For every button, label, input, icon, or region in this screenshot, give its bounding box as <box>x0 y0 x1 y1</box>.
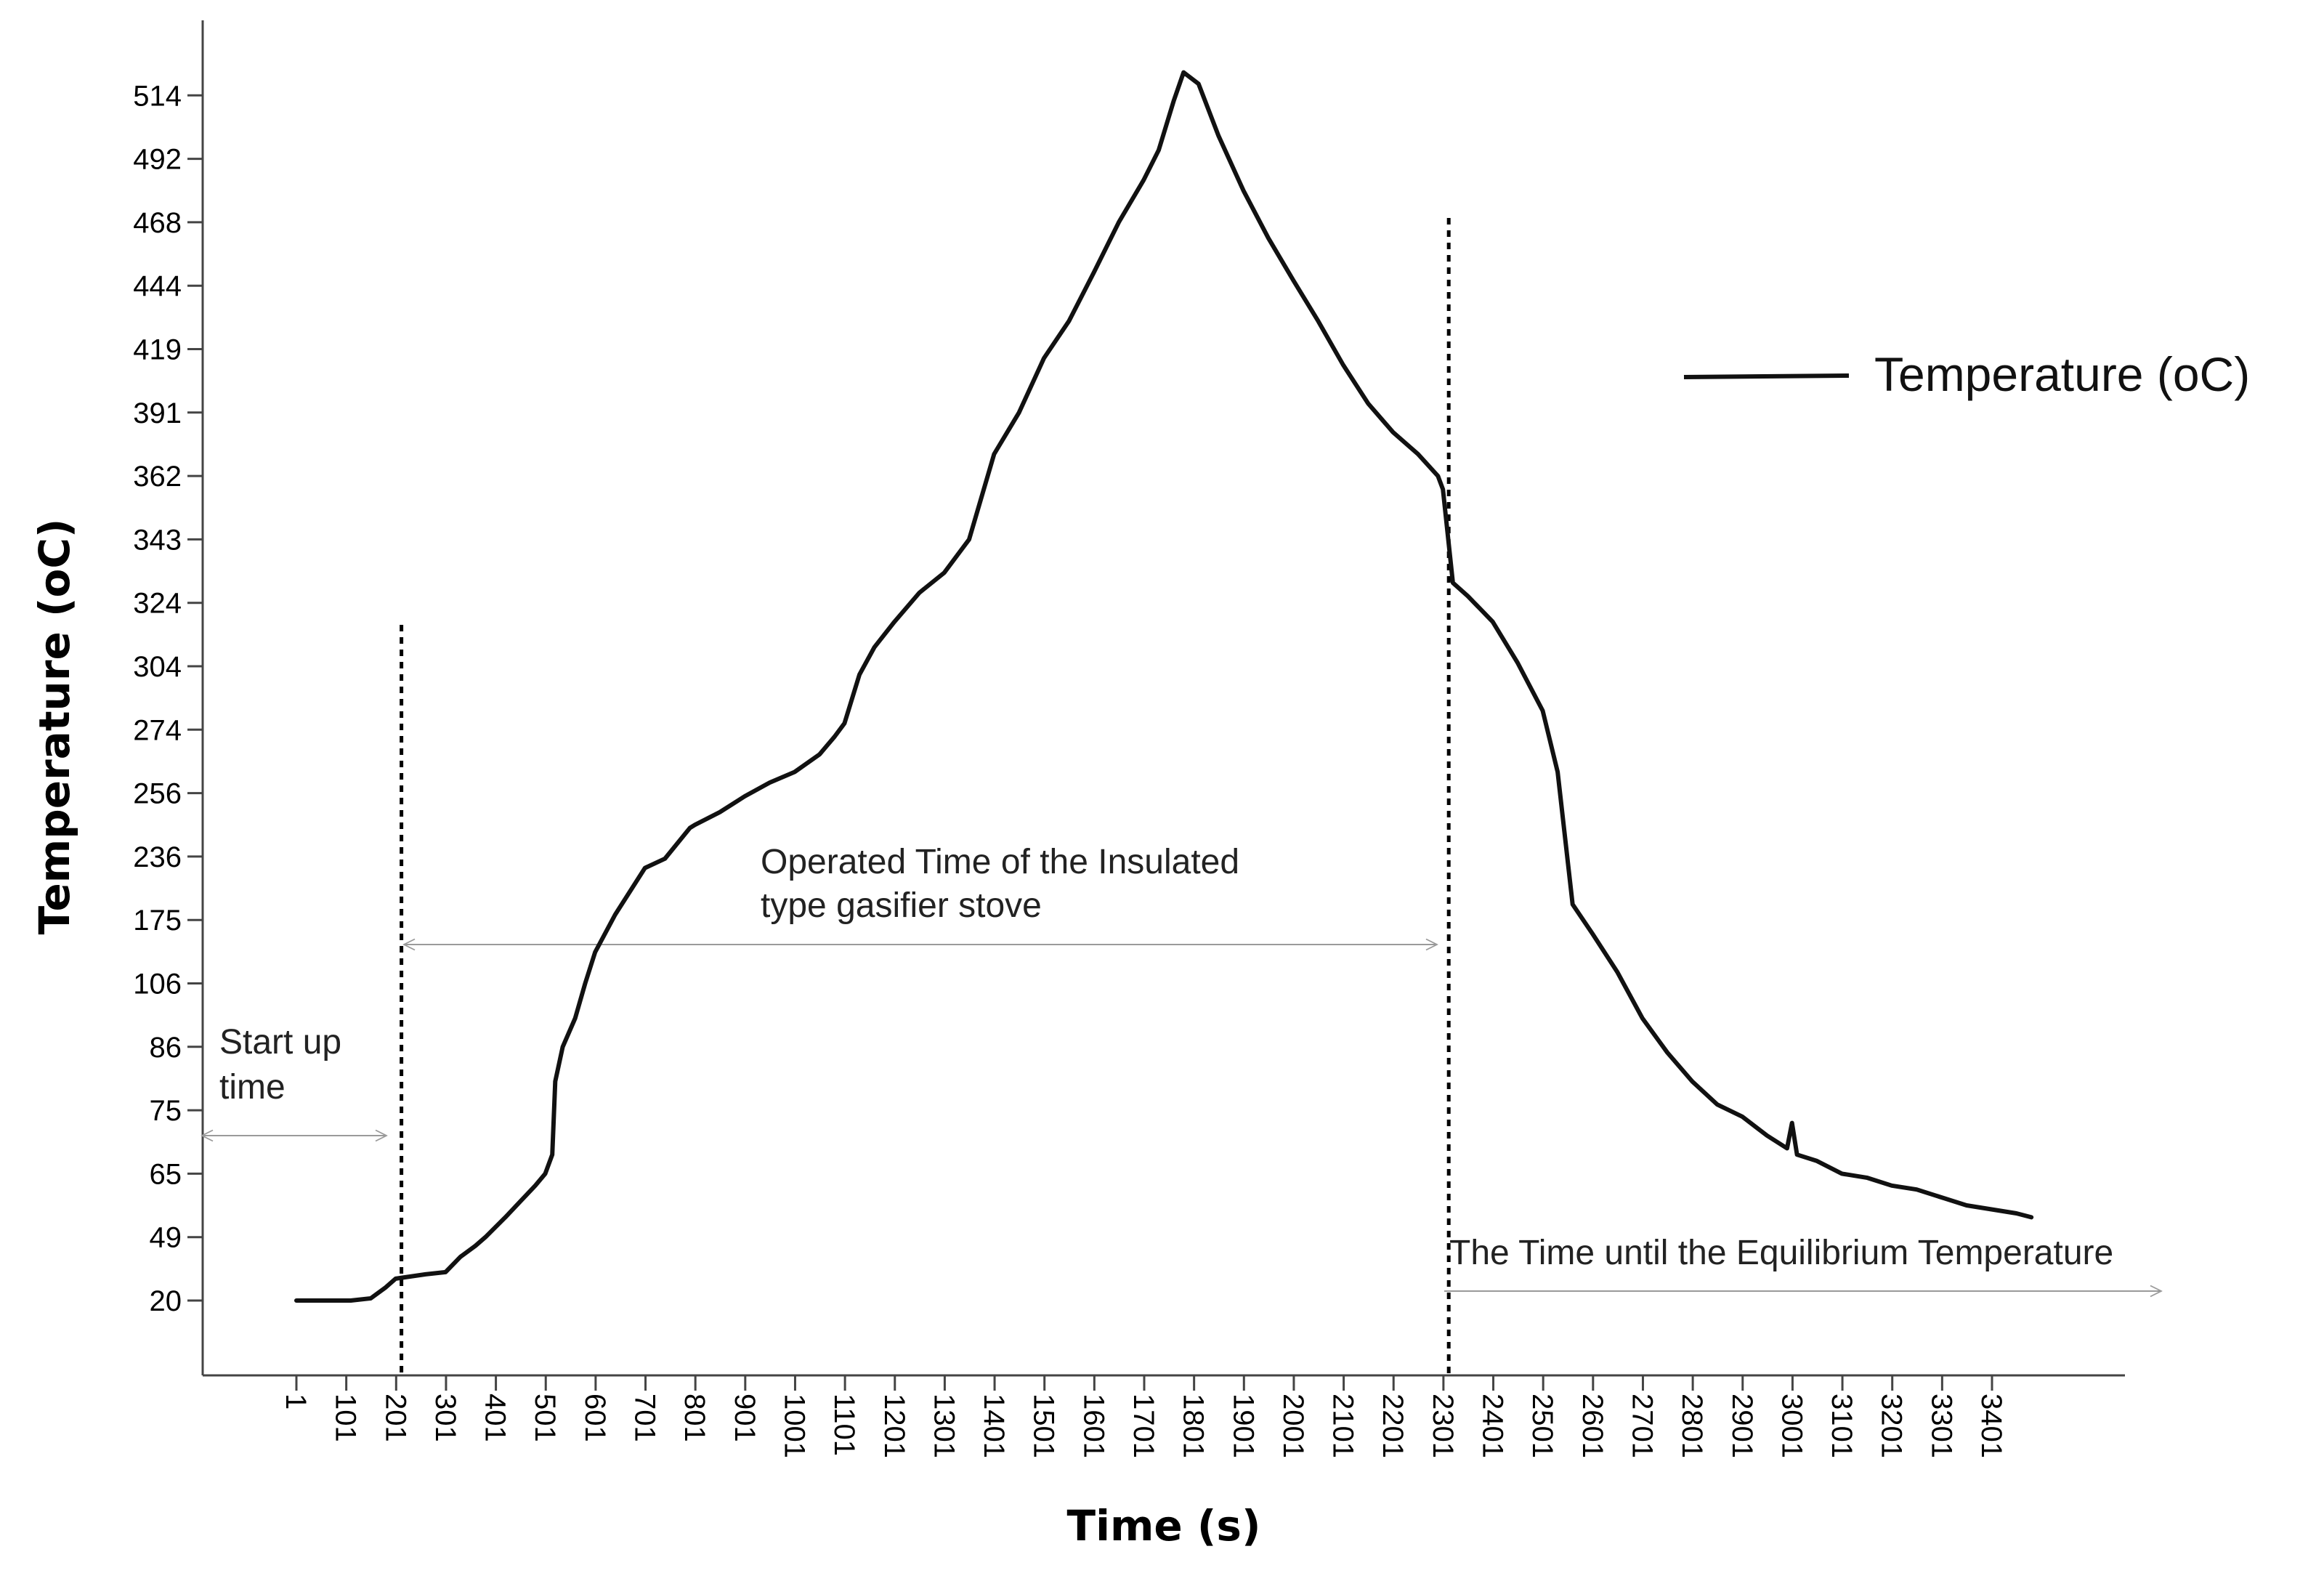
x-tick-label: 1801 <box>1178 1394 1210 1458</box>
x-tick-label: 1901 <box>1227 1394 1259 1458</box>
x-tick-label: 1001 <box>778 1394 810 1458</box>
x-axis-ticks: 1 101 201 301 401 501 601 701 801 901 1001 1101 1201… <box>280 1375 2007 1458</box>
temperature-series-line <box>294 70 2034 1303</box>
y-tick-label: 514 <box>133 80 182 112</box>
x-tick-label: 301 <box>429 1394 461 1442</box>
y-axis-ticks: 20 49 65 75 86 106 175 236 256 274 304 324 343 362 391… <box>133 80 203 1317</box>
x-tick-label: 1301 <box>928 1394 960 1458</box>
y-tick-label: 256 <box>133 778 182 810</box>
equilibrium-annotation: The Time until the Equilibrium Temperatu… <box>1449 1234 2113 1272</box>
x-tick-label: 101 <box>330 1394 362 1442</box>
x-tick-label: 1101 <box>828 1394 860 1456</box>
x-tick-label: 2701 <box>1626 1394 1658 1458</box>
x-tick-label: 3301 <box>1925 1394 1957 1458</box>
y-tick-label: 49 <box>150 1222 182 1254</box>
y-tick-label: 419 <box>133 334 182 366</box>
x-tick-label: 601 <box>579 1394 611 1442</box>
y-tick-label: 362 <box>133 461 182 493</box>
x-tick-label: 3101 <box>1826 1394 1858 1458</box>
y-tick-label: 236 <box>133 841 182 873</box>
x-tick-label: 3401 <box>1975 1394 2007 1458</box>
y-tick-label: 274 <box>133 714 182 746</box>
startup-annotation-line2: time <box>219 1068 286 1107</box>
y-tick-label: 106 <box>133 969 182 1000</box>
y-tick-label: 75 <box>150 1095 182 1127</box>
x-tick-label: 201 <box>379 1394 411 1442</box>
x-tick-label: 901 <box>729 1394 761 1442</box>
x-tick-label: 2301 <box>1427 1394 1459 1458</box>
legend-label: Temperature (oC) <box>1874 347 2250 401</box>
x-tick-label: 1201 <box>878 1394 910 1458</box>
y-tick-label: 343 <box>133 524 182 556</box>
x-axis-title: Time (s) <box>1067 1501 1261 1550</box>
x-tick-label: 3201 <box>1876 1394 1908 1458</box>
operated-annotation-line2: type gasifier stove <box>761 886 1042 925</box>
y-tick-label: 20 <box>150 1285 182 1317</box>
x-tick-label: 1501 <box>1028 1394 1060 1458</box>
legend-line-swatch <box>1683 373 1850 379</box>
x-tick-label: 2501 <box>1526 1394 1558 1458</box>
y-tick-label: 65 <box>150 1158 182 1190</box>
x-tick-label: 2801 <box>1676 1394 1708 1458</box>
y-tick-label: 324 <box>133 588 182 620</box>
y-tick-label: 391 <box>133 397 182 429</box>
x-tick-label: 501 <box>529 1394 561 1442</box>
y-tick-label: 492 <box>133 144 182 176</box>
x-tick-label: 701 <box>629 1394 661 1442</box>
x-tick-label: 801 <box>679 1394 710 1442</box>
x-tick-label: 2901 <box>1726 1394 1758 1458</box>
x-tick-label: 2101 <box>1327 1394 1359 1458</box>
y-axis-title: Temperature (oC) <box>30 519 79 935</box>
y-tick-label: 444 <box>133 270 182 302</box>
y-tick-label: 86 <box>150 1032 182 1064</box>
x-tick-label: 2201 <box>1377 1394 1409 1458</box>
y-tick-label: 468 <box>133 207 182 239</box>
startup-annotation-line1: Start up <box>219 1023 341 1062</box>
x-tick-label: 1 <box>280 1394 312 1410</box>
y-tick-label: 304 <box>133 651 182 683</box>
x-tick-label: 2001 <box>1277 1394 1309 1458</box>
x-tick-label: 1701 <box>1127 1394 1159 1458</box>
y-tick-label: 175 <box>133 905 182 937</box>
x-tick-label: 2601 <box>1576 1394 1608 1458</box>
x-tick-label: 1401 <box>978 1394 1010 1458</box>
x-tick-label: 2401 <box>1477 1394 1509 1458</box>
x-tick-label: 1601 <box>1077 1394 1109 1458</box>
x-tick-label: 3001 <box>1776 1394 1807 1458</box>
x-tick-label: 401 <box>479 1394 511 1442</box>
operated-annotation-line1: Operated Time of the Insulated <box>761 843 1239 881</box>
